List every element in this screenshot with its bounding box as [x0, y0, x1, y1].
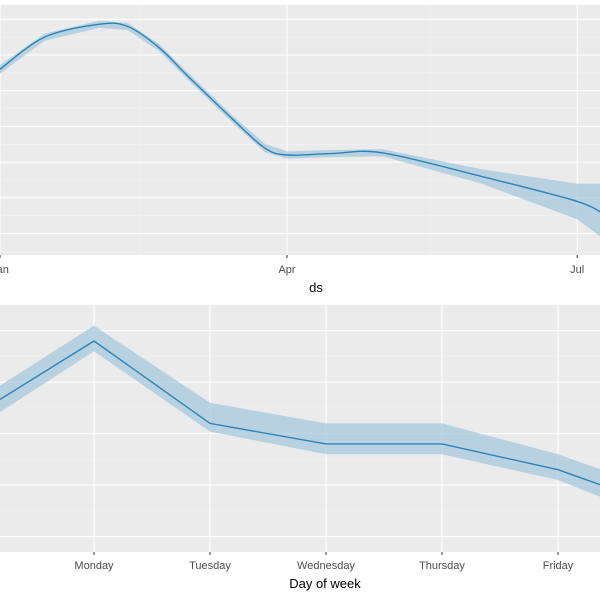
weekly-x-tick-label: Monday — [74, 560, 114, 572]
trend-x-ticks: Jan Apr Jul — [0, 255, 584, 276]
weekly-x-axis-title: Day of week — [289, 576, 361, 591]
trend-series-line — [0, 22, 600, 213]
trend-x-axis-title: ds — [309, 280, 323, 295]
weekly-x-ticks: Monday Tuesday Wednesday Thursday Friday — [74, 552, 574, 572]
weekly-x-tick-label: Tuesday — [189, 560, 231, 572]
trend-x-tick-label: Apr — [278, 264, 295, 276]
trend-x-tick-label: Jan — [0, 264, 9, 276]
weekly-grid — [0, 304, 600, 552]
trend-x-tick-label: Jul — [570, 264, 584, 276]
weekly-chart: Monday Tuesday Wednesday Thursday Friday Day… — [0, 304, 600, 591]
weekly-x-tick-label: Friday — [543, 560, 574, 572]
trend-panel-background — [0, 5, 600, 255]
weekly-band-area — [0, 325, 600, 497]
trend-line-layer — [0, 22, 600, 213]
trend-chart: Jan Apr Jul ds — [0, 5, 600, 295]
weekly-series-line — [0, 340, 600, 486]
weekly-x-tick-label: Wednesday — [297, 560, 355, 572]
weekly-line-layer — [0, 340, 600, 486]
weekly-confidence-band — [0, 325, 600, 497]
trend-grid — [0, 5, 600, 255]
weekly-x-tick-label: Thursday — [419, 560, 465, 572]
